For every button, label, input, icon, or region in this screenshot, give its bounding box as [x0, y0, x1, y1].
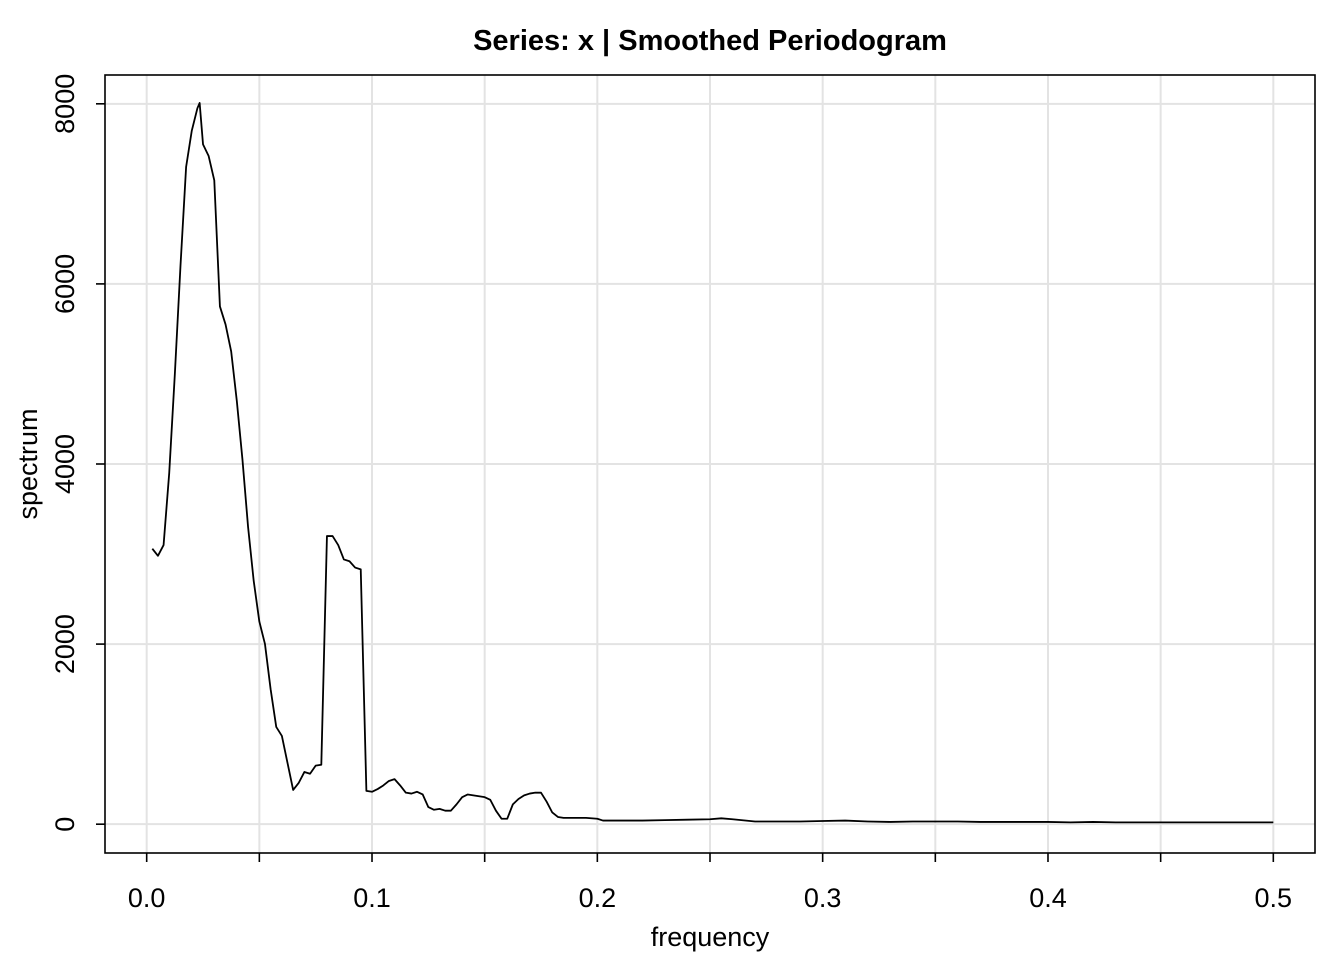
- y-tick-label-4: 8000: [50, 74, 80, 134]
- y-tick-label-0: 0: [50, 817, 80, 832]
- x-tick-label-0: 0.0: [128, 883, 166, 913]
- x-tick-label-3: 0.3: [804, 883, 842, 913]
- y-tick-label-2: 4000: [50, 434, 80, 494]
- x-tick-label-5: 0.5: [1255, 883, 1293, 913]
- y-tick-label-3: 6000: [50, 254, 80, 314]
- x-axis-label: frequency: [651, 922, 770, 952]
- chart-title: Series: x | Smoothed Periodogram: [473, 25, 947, 57]
- x-tick-label-2: 0.2: [579, 883, 617, 913]
- x-tick-label-4: 0.4: [1029, 883, 1067, 913]
- y-tick-label-1: 2000: [50, 614, 80, 674]
- x-tick-label-1: 0.1: [353, 883, 391, 913]
- y-axis-label: spectrum: [13, 408, 43, 519]
